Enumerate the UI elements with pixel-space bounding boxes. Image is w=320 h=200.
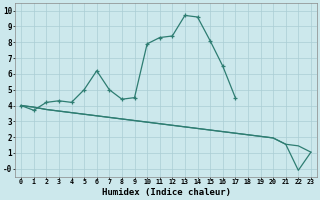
X-axis label: Humidex (Indice chaleur): Humidex (Indice chaleur) [101, 188, 230, 197]
